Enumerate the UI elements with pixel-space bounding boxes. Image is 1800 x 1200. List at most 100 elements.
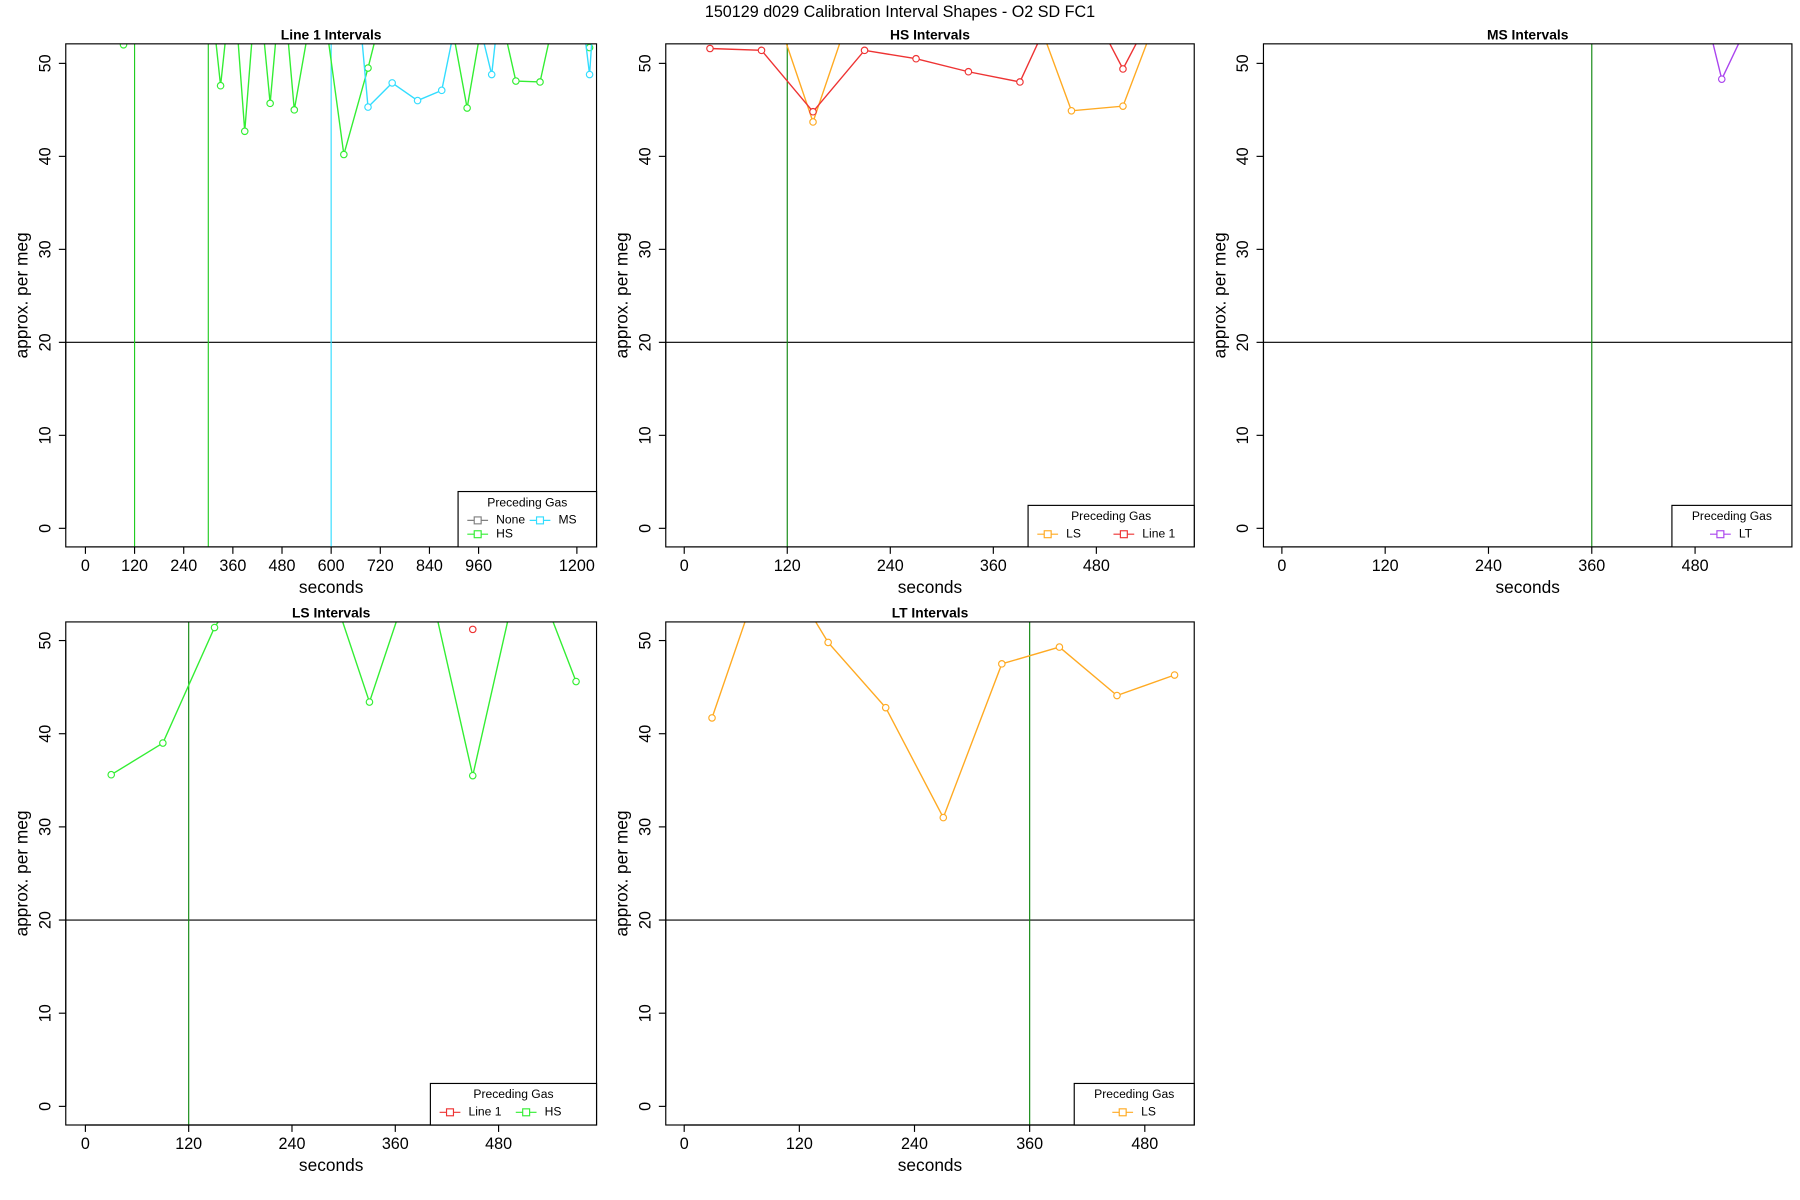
data-point [413, 96, 422, 105]
x-tick-label: 120 [774, 557, 801, 575]
legend-box [1027, 504, 1195, 548]
plot-frame [665, 43, 1195, 548]
data-point [912, 54, 920, 63]
x-tick-label: 1200 [559, 557, 595, 575]
legend-title: Preceding Gas [1094, 1087, 1174, 1101]
series-line [1712, 43, 1740, 82]
y-tick-label: 20 [636, 333, 654, 351]
legend-title: Preceding Gas [487, 495, 567, 509]
data-point [266, 99, 274, 108]
legend-label: Line 1 [1142, 526, 1175, 540]
panel: LT Intervals 0 120 240 360 480 0 10 20 30 40 50 seco… [612, 605, 1195, 1175]
data-point [240, 127, 249, 136]
x-axis-label: seconds [898, 1155, 963, 1175]
data-point [1113, 691, 1121, 700]
data-point [809, 107, 817, 116]
x-tick-label: 360 [1016, 1135, 1043, 1153]
y-tick-label: 20 [1234, 333, 1252, 351]
x-tick-label: 720 [367, 557, 394, 575]
data-point [860, 46, 869, 55]
data-point [210, 623, 219, 632]
legend-box [429, 1082, 598, 1126]
y-tick-label: 40 [1234, 147, 1252, 165]
legend-label: None [496, 513, 525, 527]
figure-title: 150129 d029 Calibration Interval Shapes … [705, 3, 1095, 21]
y-tick-label: 40 [36, 725, 54, 743]
data-point [468, 771, 477, 780]
y-tick-label: 30 [36, 818, 54, 836]
data-point [365, 698, 374, 706]
data-point [388, 79, 396, 87]
x-axis-label: seconds [299, 577, 364, 597]
x-tick-label: 120 [121, 557, 148, 575]
data-point [757, 46, 766, 55]
legend: Preceding Gas LS Line 1 [1027, 504, 1195, 548]
x-tick-label: 480 [269, 557, 296, 575]
x-tick-label: 960 [465, 557, 492, 575]
y-tick-label: 10 [636, 426, 654, 444]
series-line [361, 43, 593, 109]
legend-title: Preceding Gas [1692, 509, 1772, 523]
y-tick-label: 10 [36, 1004, 54, 1022]
data-point [1067, 106, 1076, 115]
y-tick-label: 30 [636, 240, 654, 258]
panel-title: LS Intervals [292, 605, 371, 621]
plot-frame [65, 621, 598, 1126]
data-point [107, 770, 116, 779]
legend-swatch [1118, 1108, 1127, 1117]
legend-label: LS [1066, 526, 1081, 540]
legend-label: Line 1 [468, 1105, 501, 1119]
plot-area [665, 621, 1195, 1125]
data-point [468, 625, 477, 634]
panel: Line 1 Intervals 0 120 240 360 480 600 720 840 96… [12, 26, 598, 597]
y-tick-label: 40 [636, 147, 654, 165]
y-tick-label: 20 [36, 333, 54, 351]
y-tick-label: 50 [636, 632, 654, 650]
x-tick-label: 0 [81, 557, 90, 575]
x-tick-label: 240 [1475, 557, 1502, 575]
legend-swatch [473, 530, 482, 539]
data-point [939, 813, 948, 822]
y-tick-label: 30 [636, 818, 654, 836]
legend: Preceding Gas Line 1 HS [429, 1082, 598, 1126]
y-tick-label: 0 [36, 524, 54, 533]
y-tick-label: 10 [636, 1004, 654, 1022]
x-tick-label: 360 [1578, 557, 1605, 575]
series-line [110, 621, 577, 776]
x-tick-label: 360 [219, 557, 246, 575]
y-tick-label: 10 [36, 426, 54, 444]
x-tick-label: 480 [1682, 557, 1709, 575]
x-axis-label: seconds [299, 1155, 364, 1175]
x-tick-label: 0 [1277, 557, 1286, 575]
panel-title: MS Intervals [1487, 26, 1569, 42]
data-point [706, 44, 714, 53]
legend-box [1671, 504, 1793, 548]
data-point [1717, 75, 1726, 83]
x-tick-label: 120 [1372, 557, 1399, 575]
data-point [216, 81, 225, 90]
x-tick-label: 240 [901, 1135, 928, 1153]
x-tick-label: 240 [279, 1135, 306, 1153]
data-point [1055, 643, 1064, 651]
data-point [290, 106, 299, 114]
data-point [364, 64, 372, 72]
series-line [709, 43, 1137, 113]
x-tick-label: 480 [1131, 1135, 1158, 1153]
x-tick-label: 360 [382, 1135, 409, 1153]
panel-title: Line 1 Intervals [281, 26, 382, 42]
legend-title: Preceding Gas [473, 1087, 553, 1101]
x-tick-label: 0 [81, 1135, 90, 1153]
x-tick-label: 0 [680, 1135, 689, 1153]
data-point [572, 677, 580, 686]
data-point [487, 70, 496, 79]
data-point [585, 70, 594, 79]
data-point [512, 77, 520, 85]
x-tick-label: 480 [1083, 557, 1110, 575]
data-point [536, 78, 544, 86]
legend: Preceding Gas LS [1073, 1082, 1195, 1126]
x-tick-label: 840 [416, 557, 443, 575]
plot-area [665, 43, 1195, 547]
data-point [964, 67, 973, 76]
